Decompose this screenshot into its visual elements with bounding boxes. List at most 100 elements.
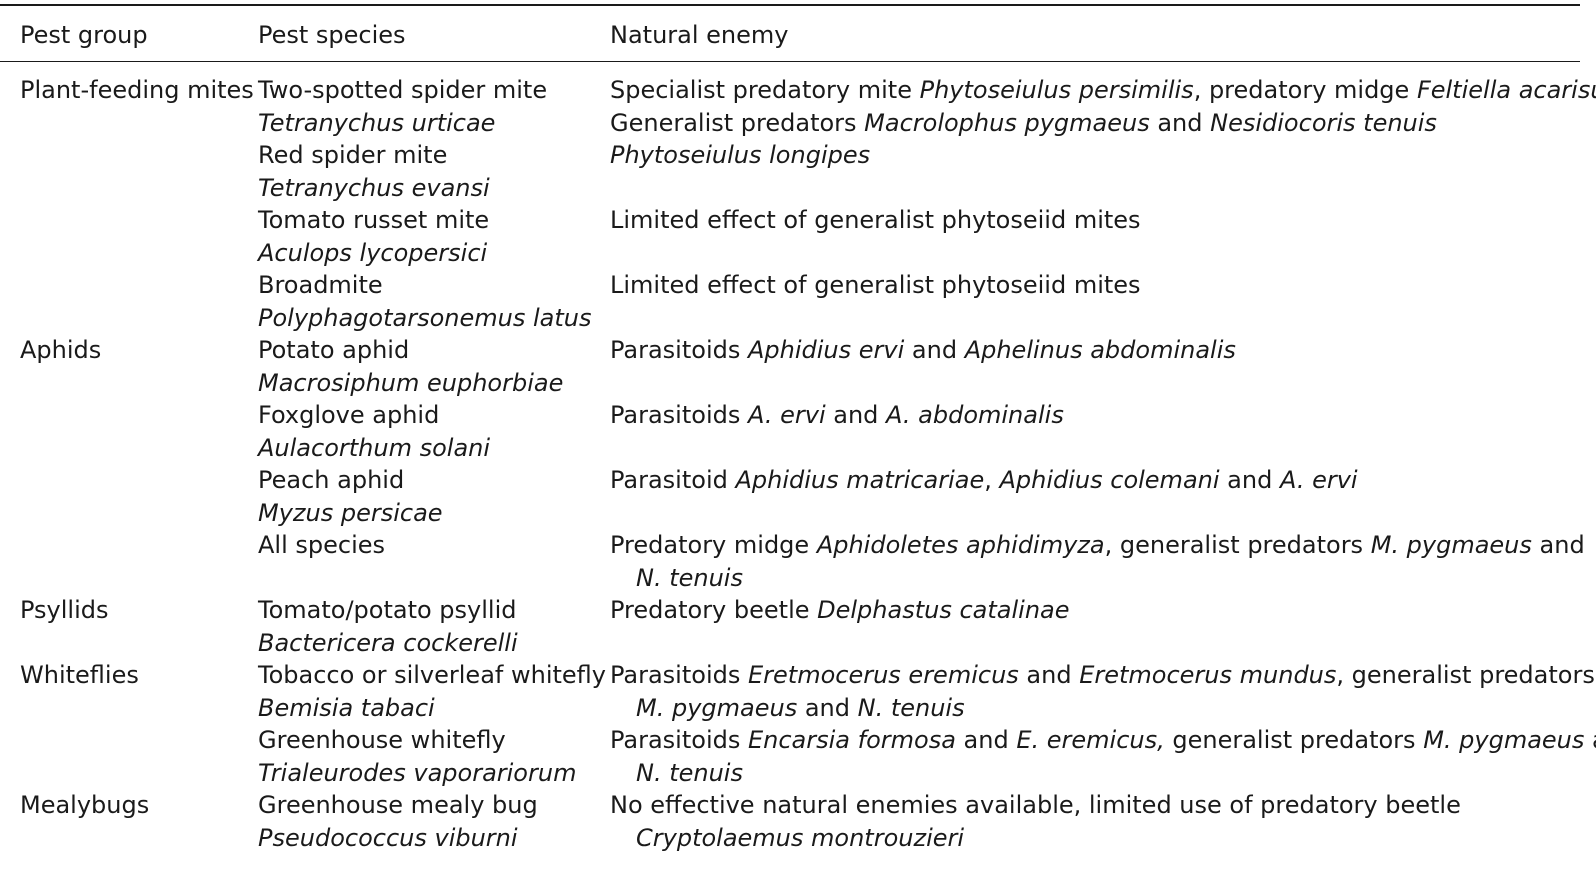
natural-enemy-cell: N. tenuis: [636, 757, 743, 790]
pest-species-cell: Aulacorthum solani: [258, 433, 491, 462]
natural-enemy-text: Parasitoids: [610, 401, 748, 429]
natural-enemy-text: Cryptolaemus montrouzieri: [636, 823, 965, 852]
pest-species-cell: Polyphagotarsonemus latus: [258, 303, 592, 332]
table-body: Plant-feeding mites Two-spotted spider mi…: [0, 74, 1596, 855]
natural-enemy-text: Predatory beetle: [610, 596, 818, 624]
pest-species-cell: Bactericera cockerelli: [258, 628, 518, 657]
table-line: Myzus persicae: [0, 497, 1580, 530]
natural-enemy-text: generalist predators: [1164, 726, 1424, 754]
natural-enemy-text: No effective natural enemies available, …: [610, 791, 1461, 819]
pest-species-cell: Aculops lycopersici: [258, 238, 488, 267]
table-line: All species Predatory midge Aphidoletes a…: [0, 529, 1585, 562]
natural-enemy-text: and: [1531, 531, 1585, 559]
table-line: Aphids Potato aphid Parasitoids Aphidius e…: [0, 334, 1580, 367]
pest-species-cell: Pseudococcus viburni: [258, 823, 518, 852]
pest-group-cell: Psyllids: [20, 596, 109, 624]
pest-species-cell: Tetranychus urticae: [258, 108, 496, 137]
pest-species-cell: Foxglove aphid: [258, 401, 440, 429]
pest-species-cell: Potato aphid: [258, 336, 410, 364]
pest-species-cell: Tomato russet mite: [258, 206, 490, 234]
natural-enemy-text: , generalist predators: [1104, 531, 1371, 559]
pest-species-cell: Two-spotted spider mite: [258, 76, 548, 104]
table-line: Bactericera cockerelli: [0, 627, 1580, 660]
natural-enemy-text: Aphidius matricariae: [735, 466, 985, 494]
natural-enemy-text: Delphastus catalinae: [817, 596, 1070, 624]
natural-enemy-text: and: [1018, 661, 1080, 689]
natural-enemy-text: Limited effect of generalist phytoseiid …: [610, 206, 1141, 234]
natural-enemy-cell: No effective natural enemies available, …: [610, 789, 1461, 822]
natural-enemy-text: Limited effect of generalist phytoseiid …: [610, 271, 1141, 299]
pest-species-cell: Macrosiphum euphorbiae: [258, 368, 564, 397]
table-line: Polyphagotarsonemus latus: [0, 302, 1580, 335]
natural-enemy-text: Predatory midge: [610, 531, 817, 559]
natural-enemy-text: ,: [984, 466, 1000, 494]
natural-enemy-text: A. ervi: [1279, 466, 1358, 494]
natural-enemy-cell: Generalist predators Macrolophus pygmaeu…: [610, 107, 1437, 140]
natural-enemy-cell: Parasitoids A. ervi and A. abdominalis: [610, 399, 1064, 432]
natural-enemy-cell: Parasitoids Eretmocerus eremicus and Ere…: [610, 659, 1595, 692]
natural-enemy-text: Encarsia formosa: [747, 726, 956, 754]
pest-species-cell: Tomato/potato psyllid: [258, 596, 517, 624]
natural-enemy-text: , generalist predators: [1336, 661, 1595, 689]
table-line: Pseudococcus viburni Cryptolaemus montrou…: [0, 822, 1580, 855]
natural-enemy-text: Parasitoids: [610, 661, 748, 689]
pest-species-cell: Bemisia tabaci: [258, 693, 435, 722]
natural-enemy-text: Eretmocerus mundus: [1079, 661, 1337, 689]
natural-enemy-cell: Limited effect of generalist phytoseiid …: [610, 204, 1141, 237]
natural-enemy-cell: Specialist predatory mite Phytoseiulus p…: [610, 74, 1596, 107]
natural-enemy-cell: N. tenuis: [636, 562, 743, 595]
natural-enemy-text: and: [825, 401, 887, 429]
natural-enemy-text: Phytoseiulus persimilis: [919, 76, 1194, 104]
pest-species-cell: All species: [258, 531, 386, 559]
pest-species-cell: Greenhouse whitefly: [258, 726, 506, 754]
natural-enemy-cell: Cryptolaemus montrouzieri: [636, 822, 964, 855]
pest-species-cell: Greenhouse mealy bug: [258, 791, 538, 819]
pest-species-cell: Trialeurodes vaporariorum: [258, 758, 577, 787]
natural-enemy-text: and: [797, 693, 858, 722]
natural-enemy-text: E. eremicus,: [1016, 726, 1165, 754]
pest-group-cell: Aphids: [20, 336, 102, 364]
table-line: N. tenuis: [0, 562, 1580, 595]
table-line: Aulacorthum solani: [0, 432, 1580, 465]
table-header-rule: [0, 61, 1580, 62]
natural-enemy-text: A. ervi: [747, 401, 826, 429]
table-line: Tomato russet mite Limited effect of gene…: [0, 204, 1580, 237]
natural-enemy-text: M. pygmaeus: [1370, 531, 1532, 559]
natural-enemy-text: Parasitoid: [610, 466, 736, 494]
natural-enemy-text: Aphidius colemani: [999, 466, 1220, 494]
pest-species-cell: Myzus persicae: [258, 498, 443, 527]
natural-enemy-cell: Parasitoids Aphidius ervi and Aphelinus …: [610, 334, 1236, 367]
pest-group-cell: Plant-feeding mites: [20, 76, 254, 104]
natural-enemy-text: and: [1219, 466, 1280, 494]
natural-enemy-text: N. tenuis: [636, 758, 743, 787]
table-line: Psyllids Tomato/potato psyllid Predatory b…: [0, 594, 1580, 627]
natural-enemy-text: M. pygmaeus: [1423, 726, 1585, 754]
natural-enemy-text: Aphidoletes aphidimyza: [816, 531, 1105, 559]
table-line: Peach aphid Parasitoid Aphidius matricari…: [0, 464, 1580, 497]
natural-enemy-text: and: [955, 726, 1017, 754]
natural-enemy-cell: Phytoseiulus longipes: [610, 139, 870, 172]
table-line: Greenhouse whitefly Parasitoids Encarsia …: [0, 724, 1596, 757]
natural-enemy-text: Phytoseiulus longipes: [610, 141, 871, 169]
table-line: Tetranychus evansi: [0, 172, 1580, 205]
natural-enemy-text: Parasitoids: [610, 336, 748, 364]
natural-enemy-text: Eretmocerus eremicus: [747, 661, 1019, 689]
table-line: Broadmite Limited effect of generalist ph…: [0, 269, 1580, 302]
natural-enemy-text: Specialist predatory mite: [610, 76, 920, 104]
table-top-rule: [0, 4, 1580, 6]
table-line: Foxglove aphid Parasitoids A. ervi and A.…: [0, 399, 1580, 432]
pest-group-cell: Mealybugs: [20, 791, 150, 819]
pest-species-cell: Broadmite: [258, 271, 383, 299]
pest-species-cell: Tetranychus evansi: [258, 173, 490, 202]
natural-enemy-text: and: [904, 336, 965, 364]
pest-species-cell: Red spider mite: [258, 141, 448, 169]
pest-species-cell: Tobacco or silverleaf whitefly: [258, 661, 606, 689]
natural-enemy-cell: Parasitoid Aphidius matricariae, Aphidiu…: [610, 464, 1358, 497]
natural-enemy-text: Parasitoids: [610, 726, 748, 754]
header-natural-enemy: Natural enemy: [610, 21, 789, 49]
pest-species-cell: Peach aphid: [258, 466, 405, 494]
table-line: Macrosiphum euphorbiae: [0, 367, 1580, 400]
natural-enemy-cell: Predatory midge Aphidoletes aphidimyza, …: [610, 529, 1585, 562]
natural-enemy-text: N. tenuis: [857, 693, 965, 722]
natural-enemy-text: Nesidiocoris tenuis: [1210, 108, 1437, 137]
